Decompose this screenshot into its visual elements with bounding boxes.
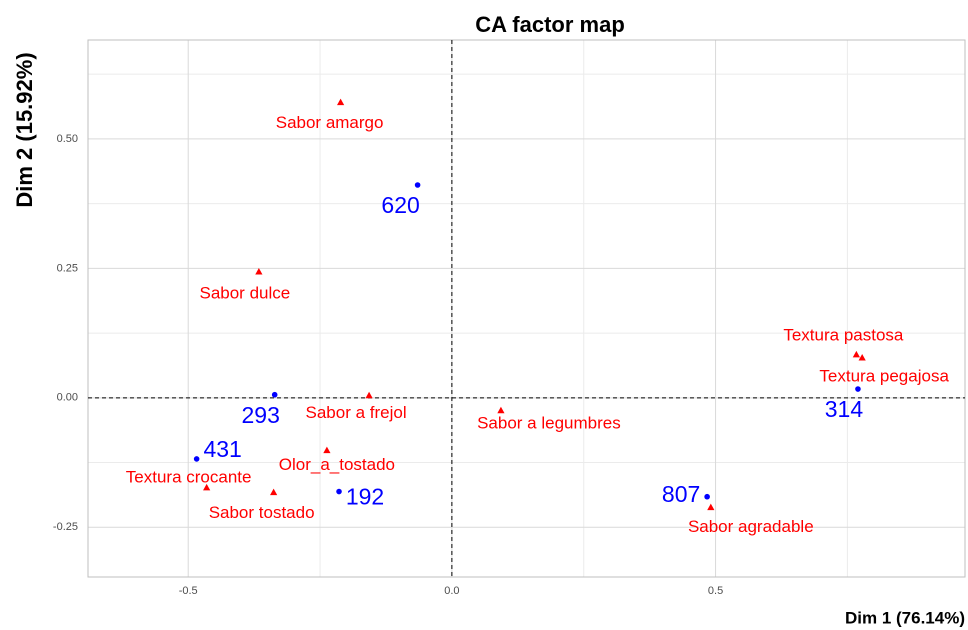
- point-label: Olor_a_tostado: [279, 455, 395, 474]
- point: [271, 391, 278, 398]
- point: [365, 391, 373, 399]
- point-label: Sabor amargo: [276, 113, 384, 132]
- y-tick-label: 0.00: [57, 392, 78, 404]
- point: [270, 488, 278, 496]
- point-label: Sabor tostado: [209, 503, 315, 522]
- point-label: 192: [346, 484, 384, 510]
- y-axis-label: Dim 2 (15.92%): [12, 52, 37, 207]
- point: [323, 446, 331, 454]
- point: [497, 406, 505, 414]
- x-axis-label: Dim 1 (76.14%): [845, 608, 965, 627]
- point-label: 620: [381, 192, 419, 218]
- point: [336, 488, 342, 495]
- point: [255, 267, 263, 275]
- point: [414, 182, 421, 188]
- y-tick-label: 0.25: [57, 262, 78, 274]
- x-tick-label: -0.5: [179, 585, 198, 597]
- point: [193, 456, 200, 462]
- point-label: 293: [241, 402, 279, 428]
- point-label: Sabor a frejol: [306, 403, 407, 422]
- point: [203, 483, 211, 491]
- plot-border: [87, 39, 966, 578]
- point: [858, 353, 866, 361]
- point-label: 431: [203, 436, 241, 462]
- point: [707, 503, 715, 511]
- y-tick-label: 0.50: [57, 133, 78, 145]
- point-label: Sabor dulce: [199, 283, 290, 302]
- point-label: 314: [825, 396, 864, 422]
- x-tick-label: 0.5: [708, 585, 723, 597]
- x-tick-label: 0.0: [444, 585, 459, 597]
- chart-title: CA factor map: [475, 12, 625, 37]
- point-label: Sabor a legumbres: [477, 413, 621, 432]
- point-label: Textura pegajosa: [819, 366, 949, 385]
- point: [337, 98, 345, 106]
- point: [704, 493, 710, 500]
- point-label: Sabor agradable: [688, 517, 814, 536]
- point-label: Textura crocante: [126, 467, 252, 486]
- y-tick-label: -0.25: [53, 521, 78, 533]
- point: [855, 386, 861, 392]
- point-label: 807: [662, 481, 700, 507]
- point-label: Textura pastosa: [783, 325, 904, 344]
- point: [852, 350, 860, 358]
